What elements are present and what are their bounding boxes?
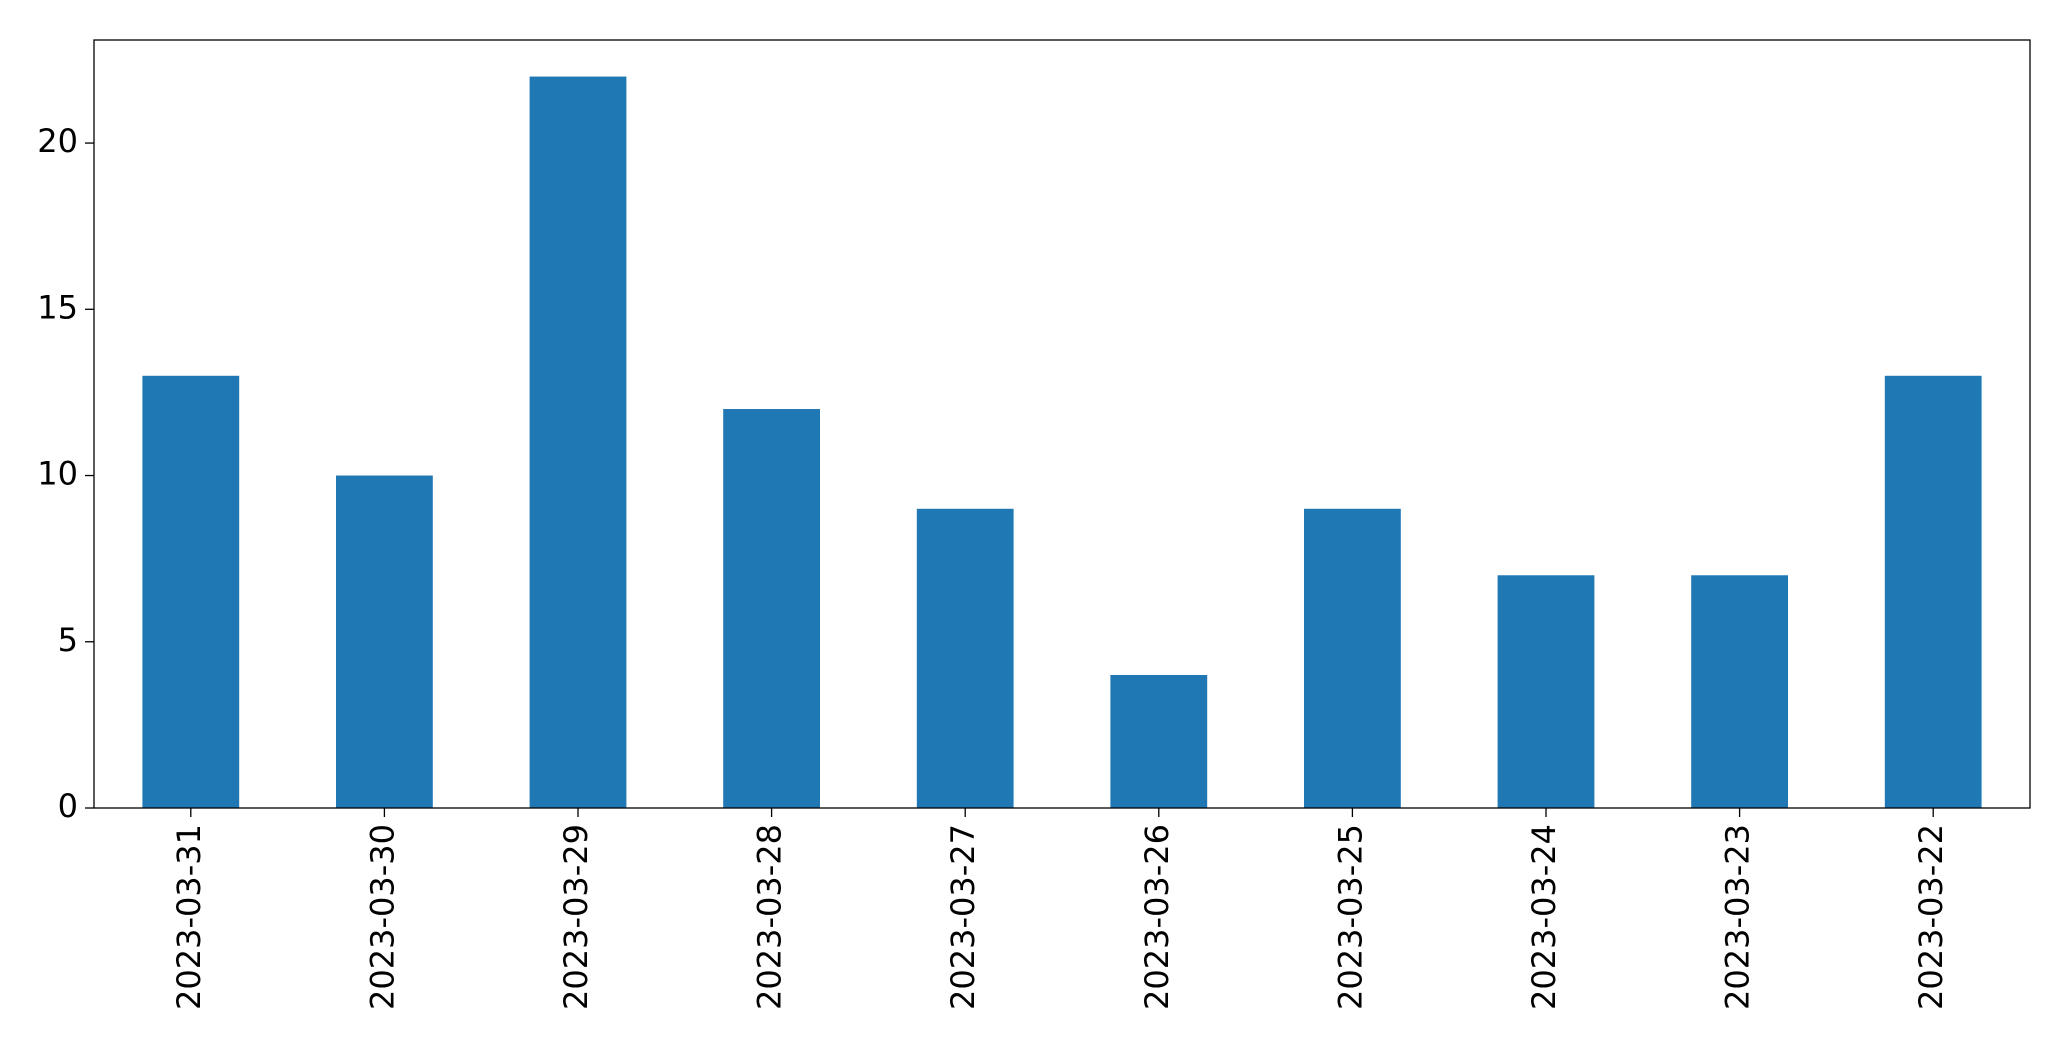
x-tick-label: 2023-03-28: [751, 824, 789, 1010]
y-tick-label: 0: [58, 787, 78, 825]
y-tick-label: 10: [37, 455, 78, 493]
x-tick-label: 2023-03-31: [170, 824, 208, 1010]
x-tick-label: 2023-03-29: [557, 824, 595, 1010]
y-tick-label: 20: [37, 122, 78, 160]
bar: [142, 375, 240, 808]
bar: [1497, 575, 1595, 808]
bar: [1304, 508, 1401, 808]
x-tick-label: 2023-03-24: [1525, 824, 1563, 1010]
plot-frame: [93, 39, 2031, 809]
x-tick-label: 2023-03-30: [363, 824, 401, 1010]
bar: [1691, 575, 1788, 808]
bar: [336, 475, 433, 808]
x-tick-label: 2023-03-22: [1912, 824, 1950, 1010]
bar: [723, 409, 820, 808]
x-tick-label: 2023-03-25: [1331, 824, 1369, 1010]
bar: [1884, 375, 1982, 808]
bar: [916, 508, 1014, 808]
bar: [529, 76, 627, 809]
y-tick-label: 15: [37, 288, 78, 326]
bar: [1110, 675, 1208, 808]
x-tick-label: 2023-03-26: [1138, 824, 1176, 1010]
x-tick-label: 2023-03-27: [944, 824, 982, 1010]
x-tick-label: 2023-03-23: [1719, 824, 1757, 1010]
y-tick-label: 5: [58, 621, 78, 659]
